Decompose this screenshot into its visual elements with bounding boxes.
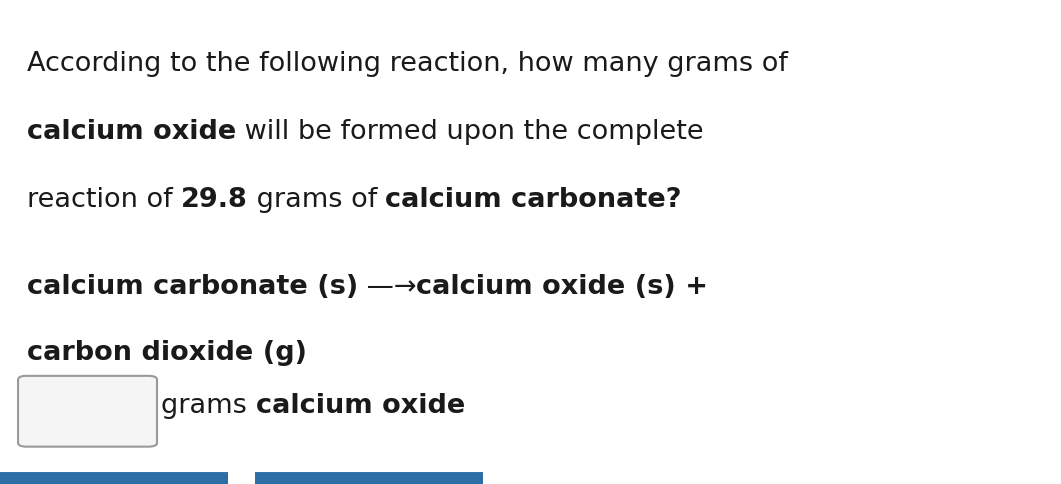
Text: —→: —→ [358,273,416,300]
Text: calcium carbonate?: calcium carbonate? [385,186,682,212]
Text: calcium carbonate (s): calcium carbonate (s) [27,273,358,300]
Text: grams of: grams of [247,186,385,212]
Text: grams: grams [161,392,256,418]
Text: 29.8: 29.8 [180,186,247,212]
FancyBboxPatch shape [18,376,157,447]
Text: reaction of: reaction of [27,186,180,212]
Text: calcium oxide: calcium oxide [256,392,465,418]
Text: calcium oxide: calcium oxide [27,119,236,145]
Text: calcium oxide (s) +: calcium oxide (s) + [416,273,709,300]
Text: will be formed upon the complete: will be formed upon the complete [236,119,703,145]
Text: carbon dioxide (g): carbon dioxide (g) [27,339,307,365]
Text: According to the following reaction, how many grams of: According to the following reaction, how… [27,51,787,77]
